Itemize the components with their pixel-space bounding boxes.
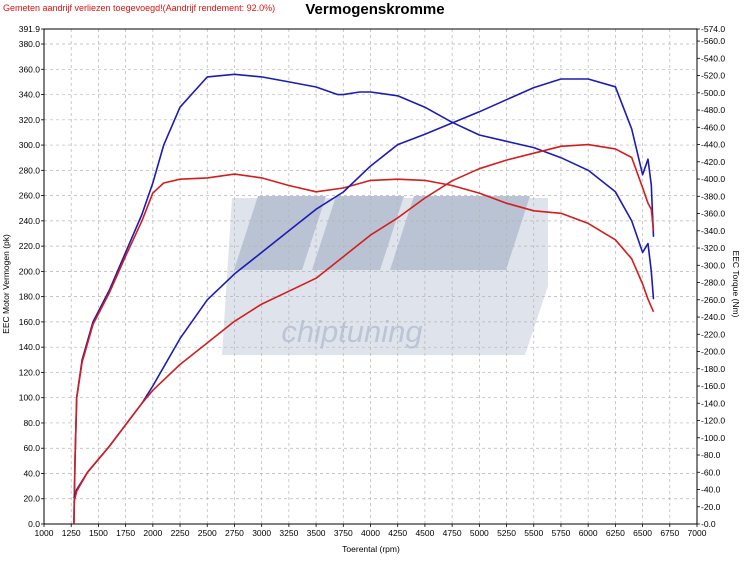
y-right-tick-label: -480.0 <box>701 105 725 115</box>
y-left-tick-label: 340.0 <box>19 90 41 100</box>
y-right-tick-label: -460.0 <box>701 122 725 132</box>
watermark-letter-t <box>312 196 404 270</box>
y-left-tick-label: 100.0 <box>19 393 41 403</box>
y-left-tick-label: 240.0 <box>19 216 41 226</box>
power-red-line <box>73 173 655 525</box>
x-tick-label: 1750 <box>116 528 135 538</box>
y-right-tick-label: -260.0 <box>701 295 725 305</box>
watermark-text: chiptuning <box>281 314 422 349</box>
x-tick-label: 6750 <box>660 528 679 538</box>
watermark-letter-m <box>390 196 530 270</box>
y-right-tick-label: -140.0 <box>701 398 725 408</box>
y-left-tick-label: 200.0 <box>19 266 41 276</box>
y-left-tick-label: 220.0 <box>19 241 41 251</box>
y-left-tick-label: 120.0 <box>19 367 41 377</box>
x-tick-label: 7000 <box>688 528 707 538</box>
watermark-letter-a <box>234 196 326 270</box>
y-right-tick-label: -40.0 <box>701 485 721 495</box>
x-tick-label: 2500 <box>198 528 217 538</box>
grid-lines <box>43 28 698 525</box>
x-tick-label: 5750 <box>551 528 570 538</box>
x-tick-label: 6000 <box>579 528 598 538</box>
y-right-tick-label: -300.0 <box>701 260 725 270</box>
y-right-tick-label: -500.0 <box>701 88 725 98</box>
y-right-tick-label: -200.0 <box>701 347 725 357</box>
y-left-tick-label: 380.0 <box>19 39 41 49</box>
drivetrain-loss-note: Gemeten aandrijf verliezen toegevoegd!(A… <box>3 3 276 13</box>
y-left-tick-label: 0.0 <box>28 519 40 529</box>
y-left-tick-label: 180.0 <box>19 292 41 302</box>
y-right-tick-label: -80.0 <box>701 450 721 460</box>
y-right-tick-label: -420.0 <box>701 157 725 167</box>
y-left-tick-label: 260.0 <box>19 191 41 201</box>
y-right-tick-label: -0.0 <box>701 519 716 529</box>
x-tick-label: 5250 <box>497 528 516 538</box>
y-right-tick-label: -20.0 <box>701 502 721 512</box>
y-right-tick-label: -440.0 <box>701 140 725 150</box>
y-left-tick-label: 80.0 <box>23 418 40 428</box>
chart-title: Vermogenskromme <box>305 1 445 18</box>
y-left-tick-label: 140.0 <box>19 342 41 352</box>
x-tick-label: 4250 <box>388 528 407 538</box>
y-left-tick-label: 320.0 <box>19 115 41 125</box>
y-right-tick-label: -60.0 <box>701 467 721 477</box>
y-right-tick-label: -520.0 <box>701 71 725 81</box>
x-tick-label: 1500 <box>89 528 108 538</box>
y-left-tick-label: 40.0 <box>23 468 40 478</box>
x-tick-label: 1000 <box>35 528 54 538</box>
y-right-tick-label: -280.0 <box>701 278 725 288</box>
x-tick-label: 4000 <box>361 528 380 538</box>
y-right-tick-label: -220.0 <box>701 329 725 339</box>
y-right-tick-label: -180.0 <box>701 364 725 374</box>
y-right-tick-label: -400.0 <box>701 174 725 184</box>
torque-red-line <box>73 143 655 503</box>
x-axis-title: Toerental (rpm) <box>342 544 400 554</box>
x-tick-label: 2250 <box>171 528 190 538</box>
x-tick-label: 6500 <box>633 528 652 538</box>
y-left-tick-label: 300.0 <box>19 140 41 150</box>
y-left-tick-label: 20.0 <box>23 494 40 504</box>
x-tick-label: 3000 <box>252 528 271 538</box>
tick-labels: 1000 1250 1500 1750 2000 2250 2500 2750 3000 3250… <box>19 24 726 538</box>
x-tick-label: 3750 <box>334 528 353 538</box>
y-right-axis-title: EEC Torque (Nm) <box>731 251 741 318</box>
y-right-tick-label: -360.0 <box>701 209 725 219</box>
y-right-tick-label: -340.0 <box>701 226 725 236</box>
x-tick-label: 4500 <box>415 528 434 538</box>
y-left-tick-label: 60.0 <box>23 443 40 453</box>
y-right-tick-label: -240.0 <box>701 312 725 322</box>
logo-watermark: chiptuning <box>222 196 548 355</box>
y-right-tick-label: -560.0 <box>701 36 725 46</box>
x-tick-label: 6250 <box>606 528 625 538</box>
x-tick-label: 5000 <box>470 528 489 538</box>
y-right-tick-label: -320.0 <box>701 243 725 253</box>
y-left-axis-title: EEC Motor Vermogen (pk) <box>1 234 11 334</box>
y-right-tick-label: -120.0 <box>701 416 725 426</box>
x-tick-label: 3500 <box>307 528 326 538</box>
x-tick-label: 2000 <box>143 528 162 538</box>
x-tick-label: 2750 <box>225 528 244 538</box>
series-lines <box>73 73 655 525</box>
x-tick-label: 3250 <box>279 528 298 538</box>
x-tick-label: 1250 <box>62 528 81 538</box>
x-tick-label: 4750 <box>443 528 462 538</box>
y-right-tick-label: -100.0 <box>701 433 725 443</box>
y-left-tick-label: 280.0 <box>19 165 41 175</box>
power-blue-line <box>73 73 655 525</box>
y-left-tick-label: 160.0 <box>19 317 41 327</box>
y-right-tick-label: -160.0 <box>701 381 725 391</box>
x-tick-label: 5500 <box>524 528 543 538</box>
y-right-tick-label: -574.0 <box>701 24 725 34</box>
y-right-tick-label: -380.0 <box>701 191 725 201</box>
y-left-tick-label: 360.0 <box>19 64 41 74</box>
y-right-tick-label: -540.0 <box>701 53 725 63</box>
y-left-tick-label: 391.9 <box>19 24 41 34</box>
